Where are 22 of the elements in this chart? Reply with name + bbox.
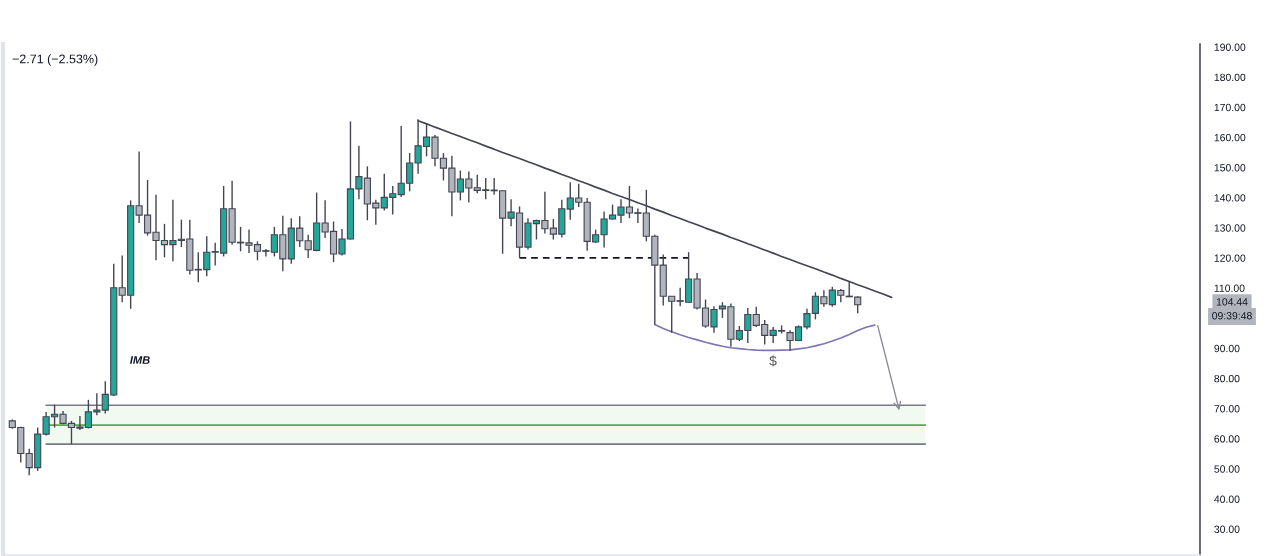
y-tick-label: 190.00 [1214,43,1246,51]
y-tick-label: 60.00 [1214,435,1240,443]
line-series [653,323,876,352]
y-tick-label: 130.00 [1214,224,1246,232]
y-tick-label: 70.00 [1214,405,1240,413]
y-tick-label: 50.00 [1214,465,1240,473]
y-tick-label: 140.00 [1214,194,1246,202]
text: 104.44 [1216,298,1248,306]
y-tick-label: 170.00 [1214,103,1246,112]
y-tick-label: 40.00 [1214,495,1240,503]
annotation: IMB [130,356,150,364]
y-tick-label: 120.00 [1214,254,1246,262]
y-tick-label: 80.00 [1214,374,1240,383]
y-tick-label: 180.00 [1214,73,1246,82]
annotation: $ [769,355,777,367]
y-tick-label: 160.00 [1214,133,1246,142]
y-tick-label: 150.00 [1214,164,1246,172]
y-tick-label: 110.00 [1214,284,1245,292]
y-tick-label: 30.00 [1214,525,1240,533]
text: 09:39:48 [1212,312,1252,320]
annotation: −2.71 (−2.53%) [12,54,98,66]
y-tick-label: 90.00 [1214,344,1240,353]
